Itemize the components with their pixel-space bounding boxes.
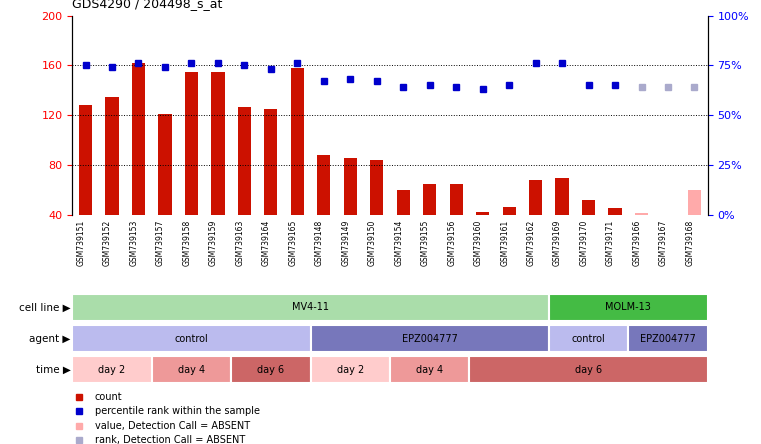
Text: GSM739170: GSM739170 <box>580 220 588 266</box>
Text: GSM739157: GSM739157 <box>156 220 165 266</box>
Text: GSM739152: GSM739152 <box>103 220 112 266</box>
Bar <box>344 158 357 215</box>
Text: GSM739166: GSM739166 <box>632 220 642 266</box>
FancyBboxPatch shape <box>470 357 708 383</box>
Text: GSM739150: GSM739150 <box>368 220 377 266</box>
Text: value, Detection Call = ABSENT: value, Detection Call = ABSENT <box>94 420 250 431</box>
FancyBboxPatch shape <box>151 357 231 383</box>
FancyBboxPatch shape <box>549 325 629 352</box>
Bar <box>635 213 648 215</box>
Text: day 6: day 6 <box>575 365 602 375</box>
Text: GSM739155: GSM739155 <box>421 220 430 266</box>
Text: GSM739171: GSM739171 <box>606 220 615 266</box>
Bar <box>185 72 198 215</box>
Text: GSM739165: GSM739165 <box>288 220 298 266</box>
Text: GSM739156: GSM739156 <box>447 220 456 266</box>
Text: day 4: day 4 <box>416 365 444 375</box>
Bar <box>212 72 224 215</box>
Bar <box>609 208 622 215</box>
Bar <box>291 68 304 215</box>
Text: GSM739159: GSM739159 <box>209 220 218 266</box>
Text: count: count <box>94 392 123 402</box>
Text: EPZ004777: EPZ004777 <box>402 333 457 344</box>
Text: GSM739153: GSM739153 <box>129 220 139 266</box>
Text: agent ▶: agent ▶ <box>30 333 71 344</box>
Text: GSM739164: GSM739164 <box>262 220 271 266</box>
Text: GSM739169: GSM739169 <box>553 220 562 266</box>
Text: GSM739160: GSM739160 <box>473 220 482 266</box>
FancyBboxPatch shape <box>310 325 549 352</box>
Text: GSM739161: GSM739161 <box>500 220 509 266</box>
Bar <box>264 109 278 215</box>
Text: rank, Detection Call = ABSENT: rank, Detection Call = ABSENT <box>94 435 245 444</box>
Text: day 2: day 2 <box>98 365 126 375</box>
Bar <box>582 200 595 215</box>
Bar <box>476 212 489 215</box>
Text: MV4-11: MV4-11 <box>292 302 329 313</box>
Text: percentile rank within the sample: percentile rank within the sample <box>94 406 260 416</box>
FancyBboxPatch shape <box>629 325 708 352</box>
Bar <box>237 107 251 215</box>
FancyBboxPatch shape <box>549 294 708 321</box>
Bar <box>132 63 145 215</box>
Text: GSM739149: GSM739149 <box>341 220 350 266</box>
Text: day 6: day 6 <box>257 365 285 375</box>
FancyBboxPatch shape <box>310 357 390 383</box>
Bar <box>79 106 92 215</box>
Text: GSM739148: GSM739148 <box>315 220 324 266</box>
Bar <box>423 184 436 215</box>
Bar <box>158 114 171 215</box>
Bar <box>688 190 701 215</box>
Text: cell line ▶: cell line ▶ <box>19 302 71 313</box>
Text: GSM739158: GSM739158 <box>183 220 192 266</box>
Text: GSM739162: GSM739162 <box>527 220 536 266</box>
FancyBboxPatch shape <box>390 357 470 383</box>
Bar <box>105 97 119 215</box>
Text: GSM739168: GSM739168 <box>686 220 695 266</box>
Text: GSM739154: GSM739154 <box>394 220 403 266</box>
Text: GSM739167: GSM739167 <box>659 220 668 266</box>
Text: GSM739151: GSM739151 <box>77 220 85 266</box>
Bar <box>529 180 543 215</box>
Text: day 4: day 4 <box>178 365 205 375</box>
Text: day 2: day 2 <box>336 365 364 375</box>
FancyBboxPatch shape <box>231 357 310 383</box>
Text: MOLM-13: MOLM-13 <box>605 302 651 313</box>
Bar <box>450 184 463 215</box>
Text: GDS4290 / 204498_s_at: GDS4290 / 204498_s_at <box>72 0 223 10</box>
Text: control: control <box>572 333 606 344</box>
Text: control: control <box>174 333 209 344</box>
Bar <box>317 155 330 215</box>
FancyBboxPatch shape <box>72 325 310 352</box>
FancyBboxPatch shape <box>72 294 549 321</box>
Bar <box>396 190 410 215</box>
Text: GSM739163: GSM739163 <box>235 220 244 266</box>
Text: EPZ004777: EPZ004777 <box>640 333 696 344</box>
FancyBboxPatch shape <box>72 357 151 383</box>
Bar <box>370 160 384 215</box>
Bar <box>502 206 516 215</box>
Text: time ▶: time ▶ <box>36 365 71 375</box>
Bar <box>556 178 568 215</box>
